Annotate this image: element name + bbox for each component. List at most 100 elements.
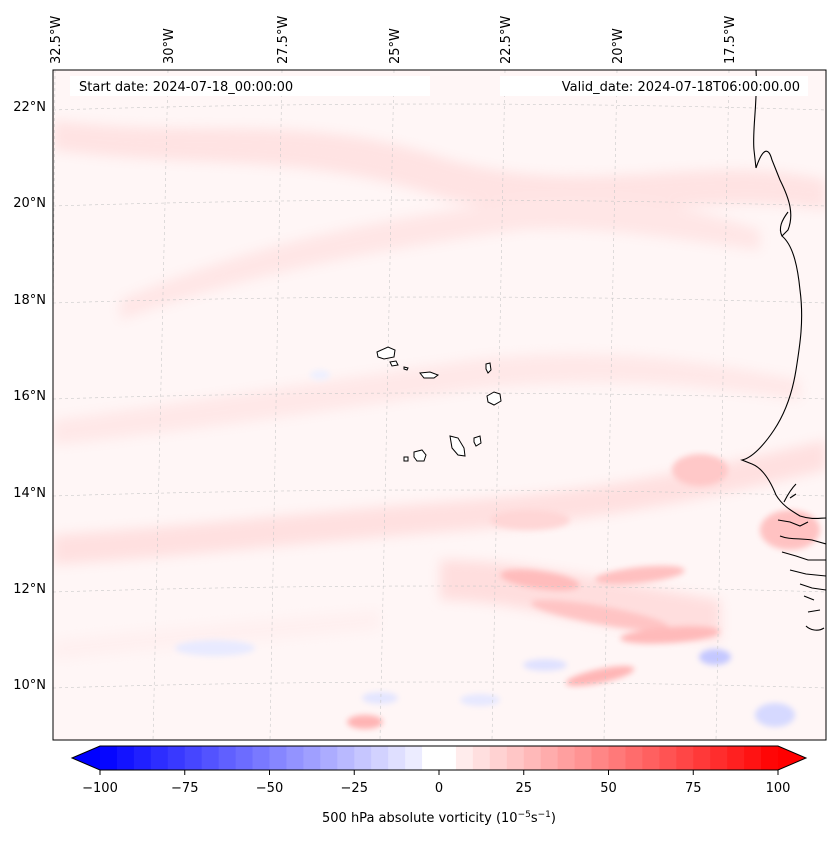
colorbar-tick-label: 100 <box>766 781 791 796</box>
island-sal <box>485 362 492 374</box>
colorbar-swatch <box>286 746 304 770</box>
colorbar-swatch <box>489 746 508 770</box>
colorbar-swatch <box>557 746 576 770</box>
latitude-label: 18°N <box>13 293 46 308</box>
parallel-line <box>53 681 826 689</box>
colorbar-swatch <box>116 746 135 770</box>
meridian-line <box>491 70 506 740</box>
valid-date-box <box>500 76 808 96</box>
latitude-labels: 22°N 20°N 18°N 16°N 14°N 12°N 10°N <box>13 100 46 693</box>
colorbar-tick-label: −100 <box>82 781 118 796</box>
colorbar-swatch <box>472 746 491 770</box>
colorbar-swatch <box>727 746 745 770</box>
colorbar-swatch <box>303 746 321 770</box>
colorbar-swatch <box>625 746 643 770</box>
senegal-gambia-coast <box>777 483 826 631</box>
island-santo-antao <box>376 346 396 360</box>
latitude-label: 22°N <box>13 100 46 115</box>
colorbar-swatch <box>540 746 559 770</box>
colorbar-swatch <box>201 746 220 770</box>
cape-verde-islands <box>376 346 502 462</box>
parallel-line <box>53 103 826 111</box>
colorbar-swatch <box>150 746 169 770</box>
island-sao-vicente <box>389 360 399 367</box>
colorbar-swatch <box>405 746 423 770</box>
longitude-label: 30°W <box>162 28 177 64</box>
gridlines <box>53 70 826 740</box>
island-santa-luzia <box>403 366 409 371</box>
island-brava <box>403 456 409 462</box>
colorbar-swatch <box>439 746 457 770</box>
colorbar-swatch <box>761 746 779 770</box>
parallel-line <box>53 585 826 593</box>
colorbar: −100 −75 −50 −25 0 25 50 75 100 500 hPa absolute… <box>70 745 808 826</box>
colorbar-tick-label: 25 <box>515 781 532 796</box>
island-sao-nicolau <box>419 371 440 379</box>
meridian-line <box>152 70 169 740</box>
west-africa-coastline <box>740 70 826 520</box>
colorbar-swatch <box>388 746 406 770</box>
colorbar-min-arrow <box>72 746 100 770</box>
colorbar-tick-label: −50 <box>256 781 283 796</box>
colorbar-swatch <box>710 746 728 770</box>
parallel-line <box>53 489 826 497</box>
island-boa-vista <box>486 391 502 406</box>
colorbar-label-exp2: −1 <box>538 810 551 820</box>
colorbar-tick-label: 50 <box>600 781 617 796</box>
colorbar-swatch <box>574 746 593 770</box>
colorbar-tick-label: 0 <box>435 781 443 796</box>
colorbar-swatch <box>269 746 287 770</box>
colorbar-swatches <box>72 746 806 770</box>
colorbar-swatch <box>167 746 186 770</box>
colorbar-swatch <box>100 746 118 770</box>
colorbar-swatch <box>320 746 338 770</box>
island-maio <box>473 435 482 447</box>
vorticity-field <box>53 120 826 729</box>
colorbar-swatch <box>184 746 203 770</box>
colorbar-tick-label: −25 <box>341 781 368 796</box>
colorbar-label-exp1: −5 <box>518 810 531 820</box>
longitude-label: 17.5°W <box>723 16 738 64</box>
latitude-label: 12°N <box>13 582 46 597</box>
start-date-label: Start date: 2024-07-18_00:00:00 <box>79 80 293 95</box>
colorbar-swatch <box>235 746 254 770</box>
meridian-line <box>715 70 730 740</box>
latitude-label: 10°N <box>13 678 46 693</box>
longitude-label: 22.5°W <box>499 16 514 64</box>
longitude-label: 32.5°W <box>49 16 64 64</box>
colorbar-swatch <box>371 746 389 770</box>
parallel-line <box>53 392 826 400</box>
colorbar-ticks: −100 −75 −50 −25 0 25 50 75 100 <box>82 770 790 796</box>
colorbar-swatch <box>744 746 762 770</box>
peninsula-coast <box>779 211 789 237</box>
colorbar-swatch <box>252 746 270 770</box>
colorbar-swatch <box>659 746 677 770</box>
longitude-label: 25°W <box>388 28 403 64</box>
latitude-label: 16°N <box>13 389 46 404</box>
meridian-line <box>603 70 618 740</box>
island-fogo <box>413 449 427 462</box>
colorbar-swatch <box>455 746 474 770</box>
colorbar-label-end: ) <box>551 811 556 826</box>
colorbar-swatch <box>133 746 152 770</box>
start-date-box <box>70 76 430 96</box>
colorbar-tick-label: 75 <box>685 781 702 796</box>
colorbar-label-main: 500 hPa absolute vorticity (10 <box>322 811 518 826</box>
latitude-label: 20°N <box>13 196 46 211</box>
parallel-line <box>53 296 826 304</box>
map-border <box>52 69 827 741</box>
colorbar-swatch <box>354 746 372 770</box>
colorbar-swatch <box>591 746 609 770</box>
map-panel: Start date: 2024-07-18_00:00:00 Valid_da… <box>52 69 827 741</box>
colorbar-swatch <box>523 746 542 770</box>
meridian-line <box>379 70 395 740</box>
colorbar-swatch <box>642 746 660 770</box>
colorbar-swatch <box>218 746 237 770</box>
colorbar-swatch <box>676 746 694 770</box>
colorbar-tick-label: −75 <box>171 781 198 796</box>
longitude-labels: 32.5°W 30°W 27.5°W 25°W 22.5°W 20°W 17.5°W <box>49 16 738 64</box>
meridian-line <box>269 70 283 740</box>
colorbar-label: 500 hPa absolute vorticity (10−5s−1) <box>322 810 556 826</box>
